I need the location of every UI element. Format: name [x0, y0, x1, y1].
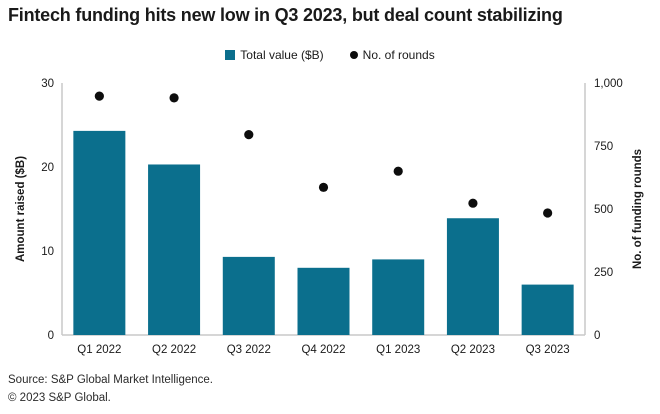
bar-q4-2022: [297, 267, 350, 335]
right-axis-tick: 500: [594, 204, 613, 216]
left-axis-title: Amount raised ($B): [15, 156, 27, 262]
dot-q1-2023: [393, 166, 403, 176]
source-line: Source: S&P Global Market Intelligence.: [8, 374, 213, 386]
chart-svg: 0 10 20 30 0 250 500 750 1,000 Q1 2022 Q2 2022 Q3 2…: [15, 78, 644, 356]
left-axis-tick: 30: [41, 78, 54, 90]
x-axis-category-label: Q4 2022: [301, 344, 345, 356]
chart-title: Fintech funding hits new low in Q3 2023,…: [8, 5, 563, 25]
legend-item-total-value: Total value ($B): [225, 48, 324, 62]
legend: Total value ($B) No. of rounds: [0, 48, 660, 62]
legend-label-rounds: No. of rounds: [362, 48, 435, 62]
right-axis-tick: 1,000: [594, 78, 623, 90]
copyright-line: © 2023 S&P Global.: [8, 392, 111, 404]
legend-item-rounds: No. of rounds: [349, 48, 435, 62]
x-axis-category-label: Q3 2023: [526, 344, 570, 356]
x-axis-category-label: Q1 2023: [376, 344, 420, 356]
legend-square-icon: [225, 50, 236, 60]
bar-q3-2023: [521, 284, 574, 335]
right-axis-tick: 750: [594, 141, 613, 153]
footer: Source: S&P Global Market Intelligence. …: [8, 371, 213, 407]
x-axis-category-label: Q3 2022: [227, 344, 271, 356]
left-axis-tick: 10: [41, 246, 54, 258]
left-axis-tick: 20: [41, 162, 54, 174]
x-axis-category-label: Q1 2022: [77, 344, 121, 356]
bar-q1-2022: [73, 130, 126, 335]
dot-q2-2023: [468, 198, 478, 208]
right-axis-title: No. of funding rounds: [632, 149, 644, 269]
x-axis-category-label: Q2 2022: [152, 344, 196, 356]
right-axis-tick: 0: [594, 330, 600, 342]
legend-dot-icon: [349, 51, 358, 59]
left-axis-tick: 0: [48, 330, 54, 342]
legend-label-total-value: Total value ($B): [240, 48, 324, 62]
dot-q1-2022: [94, 91, 104, 101]
dot-q3-2022: [244, 130, 254, 140]
bar-q2-2022: [148, 164, 201, 335]
bar-q1-2023: [372, 259, 425, 335]
dot-q4-2022: [318, 182, 329, 192]
bar-q2-2023: [446, 218, 499, 335]
x-axis-category-label: Q2 2023: [451, 344, 495, 356]
right-axis-tick: 250: [594, 267, 613, 279]
dot-q2-2022: [169, 93, 179, 103]
dot-q3-2023: [543, 208, 553, 218]
bar-q3-2022: [222, 256, 275, 335]
